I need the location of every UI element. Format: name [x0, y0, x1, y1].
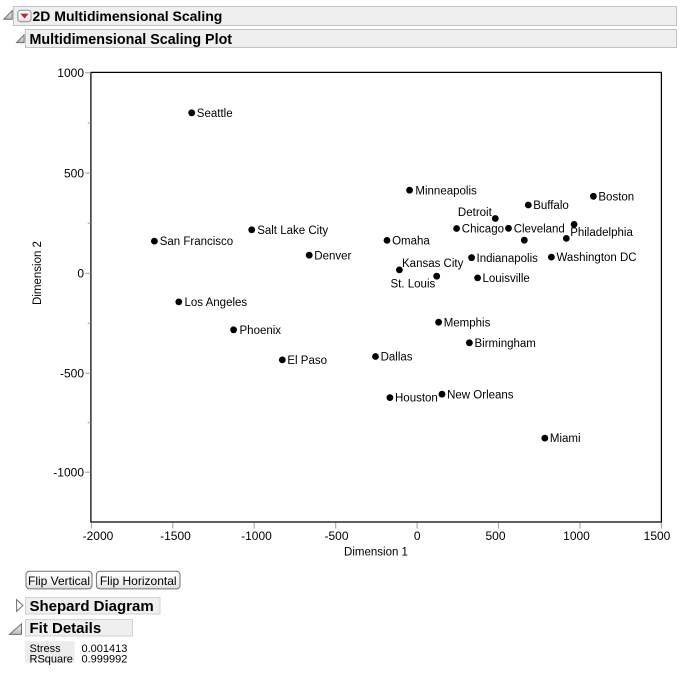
svg-text:Louisville: Louisville: [483, 273, 530, 285]
svg-text:Seattle: Seattle: [197, 108, 233, 120]
svg-text:-500: -500: [60, 367, 84, 381]
svg-text:Cleveland: Cleveland: [514, 223, 565, 235]
svg-text:San Francisco: San Francisco: [160, 236, 234, 248]
svg-text:Dimension 2: Dimension 2: [32, 241, 44, 305]
svg-text:New Orleans: New Orleans: [447, 389, 514, 401]
svg-text:-500: -500: [324, 529, 348, 543]
svg-text:Shepard Diagram: Shepard Diagram: [30, 598, 154, 615]
svg-text:-1000: -1000: [53, 466, 84, 480]
svg-text:0: 0: [77, 267, 84, 281]
svg-text:500: 500: [485, 529, 505, 543]
svg-text:0.001413: 0.001413: [82, 643, 128, 655]
svg-text:Miami: Miami: [550, 433, 581, 445]
svg-text:0: 0: [414, 529, 421, 543]
svg-text:Flip Horizontal: Flip Horizontal: [100, 574, 177, 588]
svg-text:Washington DC: Washington DC: [557, 252, 637, 264]
svg-text:Fit Details: Fit Details: [30, 620, 102, 637]
svg-text:Flip Vertical: Flip Vertical: [28, 574, 90, 588]
svg-text:Detroit: Detroit: [458, 207, 493, 219]
svg-text:Houston: Houston: [395, 393, 438, 405]
svg-text:Kansas City: Kansas City: [402, 258, 464, 270]
svg-text:0.999992: 0.999992: [82, 654, 128, 666]
svg-text:Chicago: Chicago: [462, 224, 504, 236]
svg-text:Stress: Stress: [30, 643, 62, 655]
svg-text:1000: 1000: [563, 529, 590, 543]
svg-text:-1000: -1000: [241, 529, 272, 543]
svg-text:-2000: -2000: [83, 529, 114, 543]
svg-text:Multidimensional Scaling Plot: Multidimensional Scaling Plot: [30, 32, 233, 48]
svg-text:Boston: Boston: [598, 191, 634, 203]
svg-text:Philadelphia: Philadelphia: [570, 227, 633, 239]
svg-text:Los Angeles: Los Angeles: [185, 297, 248, 309]
svg-text:Salt Lake City: Salt Lake City: [257, 225, 328, 237]
svg-text:Memphis: Memphis: [444, 317, 491, 329]
svg-text:-1500: -1500: [160, 529, 191, 543]
svg-text:St. Louis: St. Louis: [391, 279, 436, 291]
svg-text:El Paso: El Paso: [287, 355, 327, 367]
svg-text:Phoenix: Phoenix: [240, 325, 282, 337]
svg-text:1000: 1000: [57, 66, 84, 80]
svg-text:1500: 1500: [644, 529, 671, 543]
svg-text:2D Multidimensional Scaling: 2D Multidimensional Scaling: [33, 8, 223, 24]
svg-text:Indianapolis: Indianapolis: [477, 253, 539, 265]
svg-text:Minneapolis: Minneapolis: [415, 185, 477, 197]
svg-text:RSquare: RSquare: [30, 654, 73, 666]
svg-text:Denver: Denver: [314, 250, 351, 262]
svg-text:500: 500: [64, 166, 84, 180]
svg-text:Birmingham: Birmingham: [475, 338, 536, 350]
svg-text:Omaha: Omaha: [392, 236, 430, 248]
svg-text:Dallas: Dallas: [381, 352, 413, 364]
svg-text:Buffalo: Buffalo: [533, 200, 569, 212]
svg-text:Dimension 1: Dimension 1: [344, 547, 408, 559]
